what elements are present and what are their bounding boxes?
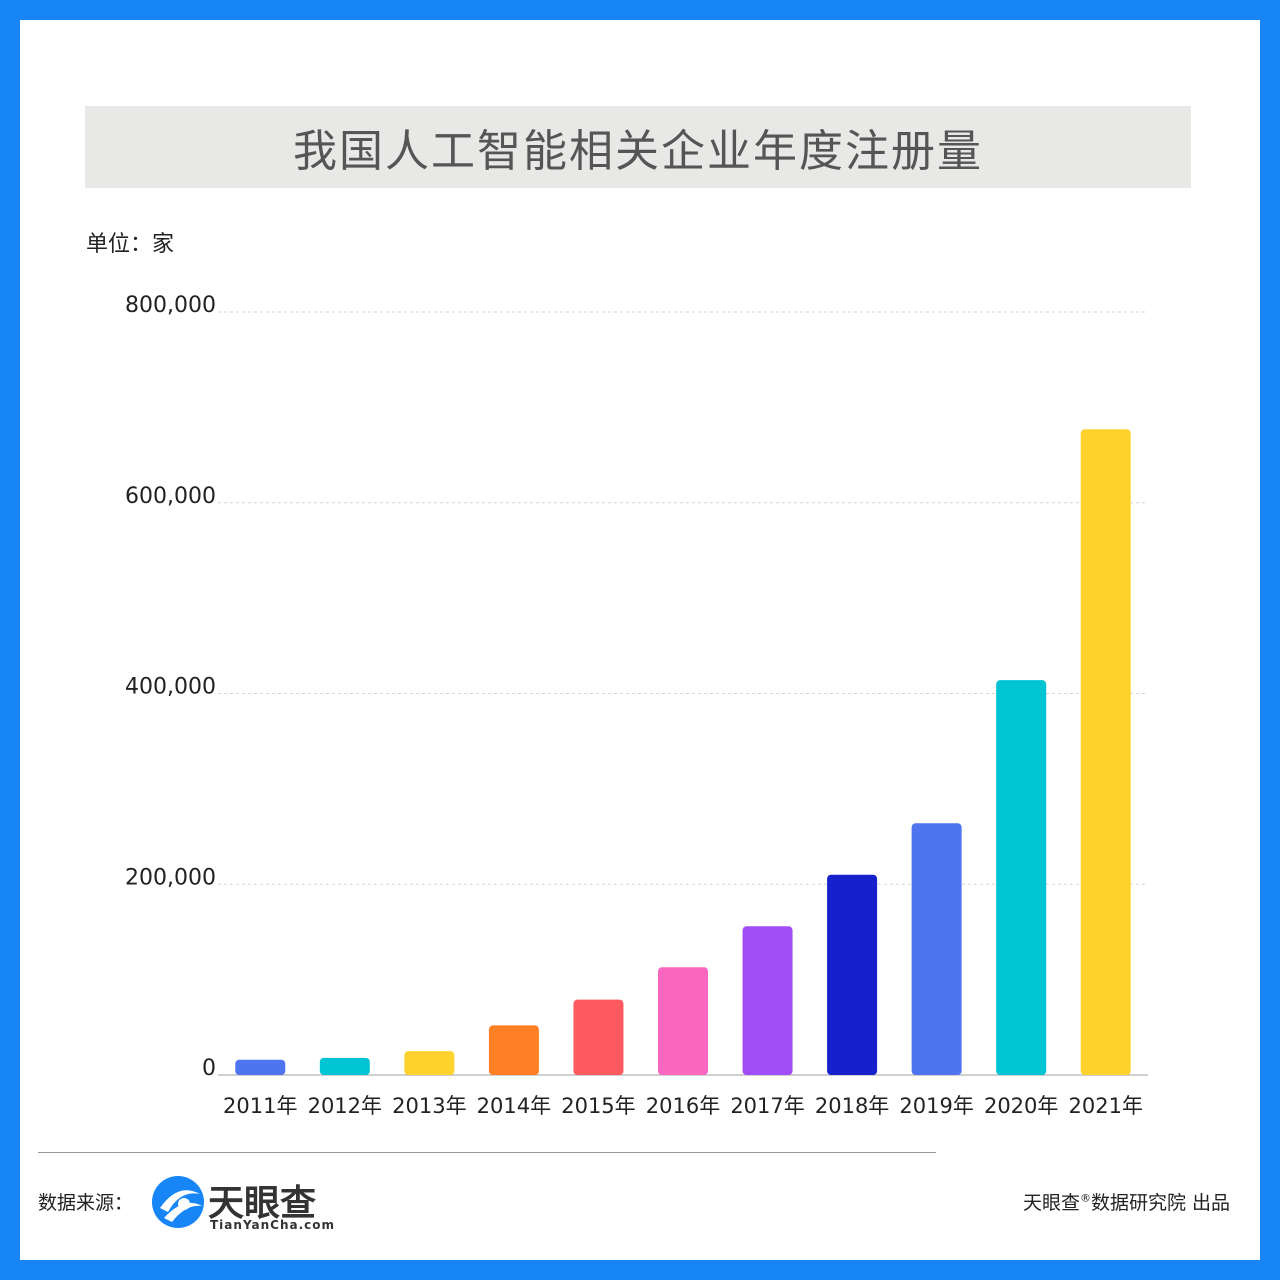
bar <box>827 874 878 1075</box>
credit-text: 天眼查®数据研究院 出品 <box>1023 1188 1230 1215</box>
bar <box>319 1057 370 1075</box>
x-tick-label: 2017年 <box>730 1094 804 1118</box>
bar <box>911 823 962 1075</box>
y-tick-label: 200,000 <box>125 865 216 890</box>
x-tick-label: 2012年 <box>308 1094 382 1118</box>
bar <box>573 999 624 1075</box>
x-tick-label: 2014年 <box>477 1094 551 1118</box>
bar <box>404 1051 455 1075</box>
credit-suffix: 数据研究院 出品 <box>1090 1192 1230 1214</box>
logo-domain: TianYanCha.com <box>210 1218 336 1232</box>
y-tick-label: 400,000 <box>125 675 216 700</box>
registered-mark: ® <box>1079 1191 1091 1205</box>
x-tick-label: 2011年 <box>223 1094 297 1118</box>
y-tick-label: 0 <box>202 1056 216 1081</box>
x-tick-label: 2021年 <box>1069 1094 1143 1118</box>
x-tick-label: 2016年 <box>646 1094 720 1118</box>
chart-title: 我国人工智能相关企业年度注册量 <box>293 126 983 177</box>
x-tick-label: 2013年 <box>392 1094 466 1118</box>
eye-logo-icon <box>152 1176 204 1228</box>
bar-chart: 0 200,000 400,000 600,000 800,000 2011年 2012年 2… <box>125 293 1148 1118</box>
footer-divider <box>38 1152 936 1153</box>
bar <box>235 1059 286 1075</box>
x-tick-label: 2018年 <box>815 1094 889 1118</box>
bar <box>658 967 708 1075</box>
x-tick-label: 2015年 <box>561 1094 635 1118</box>
infographic-card: 我国人工智能相关企业年度注册量 单位：家 0 200,000 400,000 600,… <box>20 20 1260 1260</box>
bar <box>996 680 1047 1075</box>
logo-name: 天眼查 <box>208 1183 317 1224</box>
x-tick-label: 2019年 <box>899 1094 973 1118</box>
bar <box>1080 429 1131 1075</box>
title-bar: 我国人工智能相关企业年度注册量 <box>85 106 1191 188</box>
y-tick-label: 800,000 <box>125 293 216 318</box>
unit-label: 单位：家 <box>86 232 175 257</box>
source-label: 数据来源： <box>38 1192 134 1214</box>
y-tick-label: 600,000 <box>125 484 216 509</box>
bar <box>742 926 793 1075</box>
credit-prefix: 天眼查 <box>1022 1192 1080 1214</box>
tianyancha-logo: 天眼查 TianYanCha.com <box>150 1172 360 1236</box>
x-tick-label: 2020年 <box>984 1094 1058 1118</box>
bar <box>488 1025 539 1075</box>
